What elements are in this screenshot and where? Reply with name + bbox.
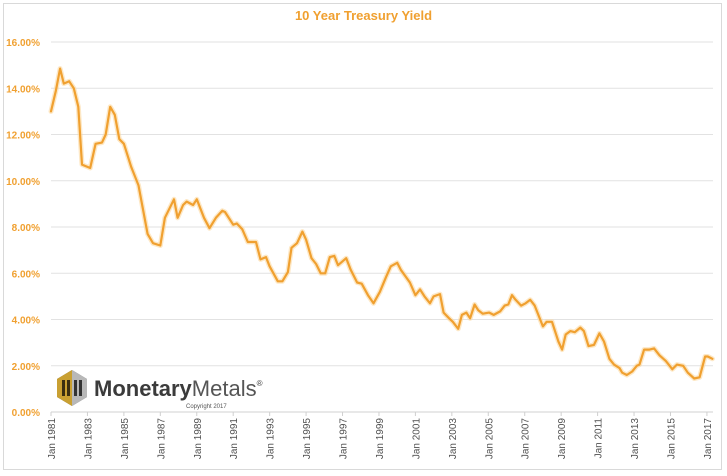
- logo-hexagon-icon: [57, 370, 87, 406]
- y-tick-label: 0.00%: [12, 408, 40, 419]
- logo-brand-bold: Monetary: [94, 376, 193, 401]
- chart-title: 10 Year Treasury Yield: [294, 8, 433, 23]
- x-tick-label: Jan 2005: [484, 418, 495, 460]
- x-tick-label: Jan 2015: [666, 418, 677, 460]
- gridlines: [51, 41, 713, 413]
- x-tick-label: Jan 1981: [47, 418, 58, 460]
- x-tick-label: Jan 2011: [594, 418, 605, 459]
- y-tick-label: 10.00%: [6, 177, 40, 188]
- series-line: [49, 67, 714, 380]
- logo-wordmark: MonetaryMetals®: [94, 376, 263, 401]
- x-tick-label: Jan 1985: [120, 418, 131, 460]
- logo-registered: ®: [257, 379, 263, 388]
- y-tick-label: 4.00%: [12, 316, 40, 327]
- x-tick-label: Jan 2003: [448, 418, 459, 460]
- y-tick-label: 14.00%: [6, 84, 40, 95]
- x-tick-label: Jan 1993: [266, 418, 277, 460]
- x-tick-label: Jan 1991: [229, 418, 240, 460]
- chart-frame: [3, 3, 722, 470]
- x-tick-label: Jan 1997: [339, 418, 350, 460]
- y-tick-label: 8.00%: [12, 223, 40, 234]
- monetary-metals-logo: MonetaryMetals® Copyright 2017: [57, 370, 263, 410]
- x-tick-label: Jan 1995: [302, 418, 313, 460]
- x-tick-label: Jan 1999: [375, 418, 386, 460]
- x-tick-label: Jan 2009: [557, 418, 568, 460]
- x-axis: Jan 1981 Jan 1983 Jan 1985 Jan 1987 Jan 1989…: [47, 412, 714, 459]
- x-tick-label: Jan 1983: [83, 418, 94, 460]
- logo-brand-light: Metals: [192, 376, 257, 401]
- y-tick-label: 6.00%: [12, 269, 40, 280]
- series-group: [48, 66, 715, 381]
- y-tick-label: 2.00%: [12, 362, 40, 373]
- series-line-glow: [48, 66, 715, 381]
- x-tick-label: Jan 1987: [156, 418, 167, 460]
- x-tick-label: Jan 2017: [703, 418, 714, 460]
- x-tick-label: Jan 1989: [193, 418, 204, 460]
- y-tick-label: 12.00%: [6, 131, 40, 142]
- y-axis-ticks: 0.00% 2.00% 4.00% 6.00% 8.00% 10.00% 12.00% 14.…: [6, 38, 40, 419]
- y-tick-label: 16.00%: [6, 38, 40, 49]
- x-tick-label: Jan 2001: [411, 418, 422, 460]
- logo-copyright: Copyright 2017: [186, 404, 227, 410]
- x-tick-label: Jan 2007: [521, 418, 532, 460]
- x-tick-label: Jan 2013: [630, 418, 641, 460]
